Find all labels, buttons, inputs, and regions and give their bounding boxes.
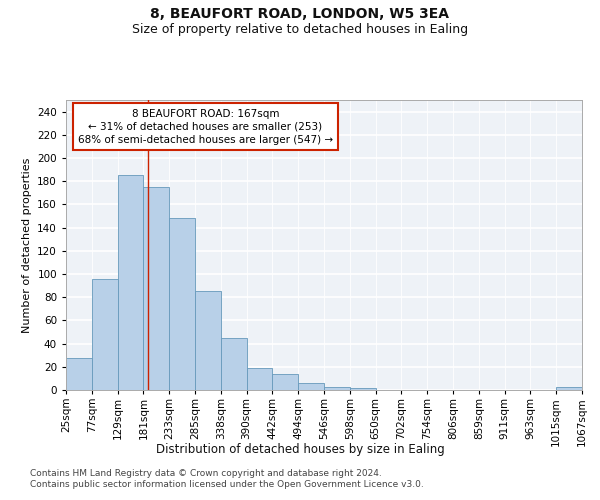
- Bar: [221, 338, 247, 390]
- Bar: [272, 374, 298, 390]
- Text: Size of property relative to detached houses in Ealing: Size of property relative to detached ho…: [132, 22, 468, 36]
- Bar: [195, 292, 221, 390]
- Bar: [556, 386, 582, 390]
- Bar: [66, 358, 92, 390]
- Bar: [169, 218, 195, 390]
- Bar: [247, 368, 272, 390]
- Text: Contains public sector information licensed under the Open Government Licence v3: Contains public sector information licen…: [30, 480, 424, 489]
- Bar: [350, 388, 376, 390]
- Text: 8 BEAUFORT ROAD: 167sqm
← 31% of detached houses are smaller (253)
68% of semi-d: 8 BEAUFORT ROAD: 167sqm ← 31% of detache…: [78, 108, 333, 145]
- Bar: [143, 187, 169, 390]
- Bar: [324, 386, 350, 390]
- Bar: [298, 383, 324, 390]
- Text: Distribution of detached houses by size in Ealing: Distribution of detached houses by size …: [155, 442, 445, 456]
- Text: Contains HM Land Registry data © Crown copyright and database right 2024.: Contains HM Land Registry data © Crown c…: [30, 469, 382, 478]
- Y-axis label: Number of detached properties: Number of detached properties: [22, 158, 32, 332]
- Bar: [118, 176, 143, 390]
- Bar: [92, 278, 118, 390]
- Text: 8, BEAUFORT ROAD, LONDON, W5 3EA: 8, BEAUFORT ROAD, LONDON, W5 3EA: [151, 8, 449, 22]
